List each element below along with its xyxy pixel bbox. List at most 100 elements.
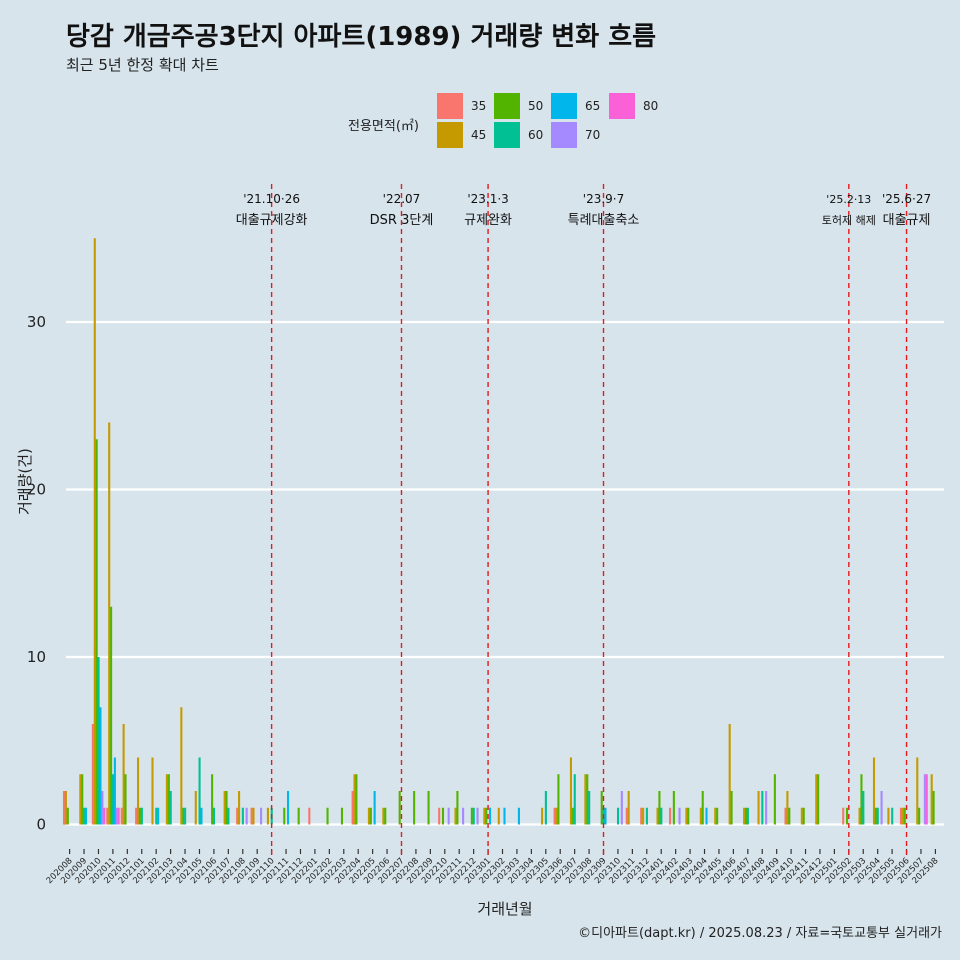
policy-text-202110: 대출규제강화 [236, 213, 308, 228]
bar-202402-50 [672, 791, 675, 825]
bar-202011-45 [108, 422, 111, 825]
bar-202306-45 [555, 807, 558, 825]
legend-key-65 [551, 93, 577, 119]
bar-202412-45 [815, 774, 818, 825]
bar-202306-50 [557, 774, 560, 825]
bar-202212-50 [470, 807, 473, 825]
bar-202108-60 [241, 807, 244, 825]
bar-202206-45 [382, 807, 385, 825]
bar-202212-70 [476, 807, 479, 825]
policy-date-202110: '21.10·26 [243, 192, 300, 206]
bar-202101-45 [137, 757, 140, 825]
bar-202411-50 [802, 807, 805, 825]
bar-202105-60 [198, 757, 201, 825]
bar-202011-50 [110, 606, 113, 825]
bar-202011-80 [117, 807, 120, 825]
bar-202104-45 [180, 707, 183, 825]
bar-202402-35 [669, 807, 672, 825]
bar-202410-50 [788, 807, 791, 825]
bar-202009-60 [83, 807, 86, 825]
bar-202209-50 [427, 791, 430, 825]
bar-202408-45 [757, 791, 760, 825]
bar-202211-50 [456, 791, 459, 825]
bar-202505-60 [891, 807, 894, 825]
legend-label-70: 70 [585, 128, 601, 142]
bar-202010-70 [101, 791, 104, 825]
bar-202111-50 [283, 807, 286, 825]
bar-202401-50 [658, 791, 661, 825]
bar-202404-45 [699, 807, 702, 825]
bar-202008-50 [66, 807, 69, 825]
bar-202307-45 [569, 757, 573, 825]
bar-202102-60 [155, 807, 158, 825]
bar-202101-50 [138, 807, 142, 825]
bar-202506-35 [899, 807, 902, 825]
bar-202404-50 [701, 791, 704, 825]
bar-202312-60 [645, 807, 648, 825]
policy-date-202502: '25.2·13 [826, 193, 871, 206]
bar-202406-45 [728, 724, 731, 825]
bar-202101-35 [135, 807, 138, 825]
bar-202312-35 [640, 807, 643, 825]
bar-202011-60 [111, 774, 115, 825]
bar-202309-65 [604, 807, 607, 825]
bar-202012-35 [120, 807, 123, 825]
bar-202109-35 [250, 807, 253, 825]
bar-202508-50 [932, 791, 935, 825]
legend-key-70 [551, 122, 577, 148]
bar-202201-35 [308, 807, 311, 825]
legend-title: 전용면적(㎡) [348, 119, 419, 134]
policy-text-202207: DSR 3단계 [370, 213, 434, 228]
bar-202211-45 [454, 807, 457, 825]
bar-202401-60 [660, 807, 663, 825]
bar-202205-50 [369, 807, 372, 825]
bar-202103-50 [167, 774, 170, 825]
policy-text-202506: 대출규제 [883, 213, 931, 228]
bar-202411-45 [800, 807, 803, 825]
bar-202101-60 [140, 807, 143, 825]
bar-202306-35 [553, 807, 556, 825]
bar-202408-60 [761, 791, 764, 825]
bar-202310-70 [620, 791, 623, 825]
bar-202010-50 [95, 439, 98, 825]
bar-202507-50 [918, 807, 921, 825]
bar-202504-45 [872, 757, 876, 825]
bar-202010-35 [91, 724, 94, 825]
bar-202207-50 [398, 791, 401, 825]
bar-202107-50 [225, 791, 228, 825]
bar-202403-50 [687, 807, 690, 825]
bar-202507-80 [925, 774, 928, 825]
y-tick-label-30: 30 [27, 313, 46, 331]
bar-202502-35 [842, 807, 845, 825]
bar-202507-45 [916, 757, 919, 825]
y-tick-label-10: 10 [27, 648, 46, 666]
bar-202506-45 [901, 807, 904, 825]
policy-date-202207: '22.07 [383, 192, 421, 206]
policy-date-202309: '23.9·7 [583, 192, 624, 206]
bar-202504-70 [880, 791, 883, 825]
bar-202203-50 [340, 807, 344, 825]
bar-202502-50 [845, 807, 849, 825]
bar-202204-45 [353, 774, 356, 825]
bar-202410-35 [784, 807, 787, 825]
bar-202503-60 [862, 791, 865, 825]
bar-202308-60 [588, 791, 591, 825]
bar-202202-50 [326, 807, 329, 825]
policy-text-202301: 규제완화 [464, 213, 512, 228]
bar-202212-60 [472, 807, 475, 825]
bar-202305-45 [541, 807, 544, 825]
bar-202303-65 [517, 807, 520, 825]
bar-202111-65 [286, 791, 290, 825]
bar-202401-45 [656, 807, 659, 825]
bar-202308-45 [584, 774, 587, 825]
legend-label-65: 65 [585, 99, 601, 113]
bar-202406-50 [730, 791, 733, 825]
legend-label-45: 45 [471, 128, 487, 142]
bar-202009-65 [84, 807, 88, 825]
bar-202301-65 [489, 807, 492, 825]
bar-202408-70 [765, 791, 768, 825]
legend-key-35 [437, 93, 463, 119]
bar-202504-50 [874, 807, 877, 825]
bar-202102-65 [157, 807, 160, 825]
